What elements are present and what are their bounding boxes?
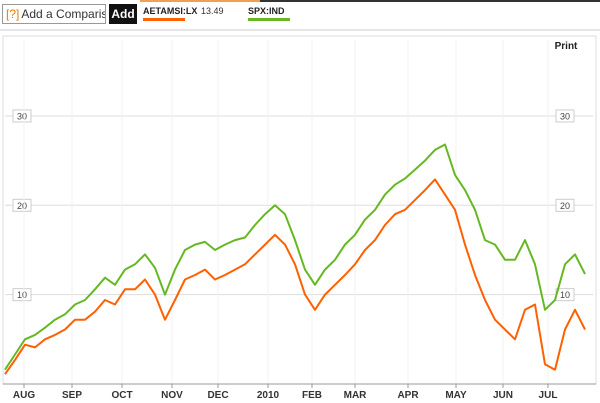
x-tick-label: OCT xyxy=(111,390,132,401)
y-tick-label: 10 xyxy=(560,290,570,300)
x-tick-label: FEB xyxy=(302,390,322,401)
legend-label: SPX:IND xyxy=(248,6,285,16)
x-tick-label: JUN xyxy=(493,390,513,401)
y-tick-box xyxy=(555,198,575,212)
x-tick-label: 2010 xyxy=(257,390,280,401)
x-tick-label: MAR xyxy=(344,390,368,401)
x-tick-label: MAY xyxy=(445,390,467,401)
y-tick-box xyxy=(12,109,32,123)
y-tick-label: 30 xyxy=(560,111,570,121)
y-tick-label: 20 xyxy=(560,201,570,211)
comparison-input[interactable]: [?]Add a Comparison xyxy=(2,4,106,24)
tab-active xyxy=(140,0,260,2)
legend-swatch xyxy=(248,18,290,21)
y-tick-box xyxy=(555,109,575,123)
tab-strip xyxy=(140,0,600,2)
y-tick-label: 20 xyxy=(17,201,27,211)
series-line xyxy=(4,143,586,371)
y-tick-label: 10 xyxy=(17,290,27,300)
legend-label: AETAMSI:LX xyxy=(143,6,197,16)
x-tick-label: DEC xyxy=(207,390,228,401)
input-placeholder: Add a Comparison xyxy=(21,7,105,21)
x-tick-label: AUG xyxy=(13,390,35,401)
legend-swatch xyxy=(143,18,185,21)
x-tick-label: APR xyxy=(397,390,419,401)
y-tick-box xyxy=(12,288,32,302)
y-tick-box xyxy=(12,198,32,212)
add-button[interactable]: Add xyxy=(109,4,137,24)
y-tick-label: 30 xyxy=(17,111,27,121)
series-line xyxy=(4,178,586,375)
legend-price: 13.49 xyxy=(201,6,224,16)
print-link[interactable]: Print xyxy=(555,41,578,52)
x-tick-label: SEP xyxy=(62,390,82,401)
help-icon[interactable]: [?] xyxy=(6,7,20,21)
x-tick-label: NOV xyxy=(161,390,183,401)
x-tick-label: JUL xyxy=(539,390,558,401)
toolbar: [?]Add a Comparison Add xyxy=(0,0,600,28)
